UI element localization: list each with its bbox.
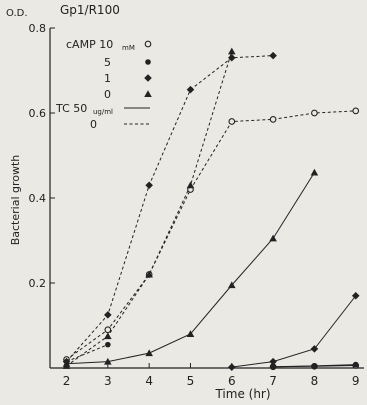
- data-point: [352, 107, 360, 115]
- data-point: [104, 357, 112, 365]
- legend-tc-label: TC 50: [55, 102, 87, 115]
- data-point: [186, 85, 195, 94]
- data-point: [311, 109, 318, 117]
- legend-camp-label: cAMP 10: [66, 38, 113, 51]
- data-point: [310, 345, 319, 353]
- legend: cAMP 10 mM 5 1 0 TC 50 ug/ml 0: [55, 38, 152, 131]
- legend-tc-unit: ug/ml: [93, 108, 113, 116]
- y-tick-label: 0.4: [29, 192, 47, 205]
- legend-marker-open-circle: [144, 40, 152, 48]
- y-tick-label: 0.8: [29, 22, 47, 35]
- y-unit-label: O.D.: [6, 8, 28, 19]
- data-point: [104, 326, 112, 334]
- series-3: [62, 168, 319, 367]
- x-axis-label: Time (hr): [214, 387, 270, 401]
- series-line: [66, 344, 109, 363]
- data-point: [145, 270, 153, 278]
- series-line: [66, 110, 356, 360]
- legend-camp-dose-1: 1: [104, 72, 111, 85]
- series-group: [62, 47, 360, 371]
- data-point: [62, 362, 71, 369]
- y-tick-label: 0.6: [29, 107, 47, 120]
- data-point: [227, 47, 236, 55]
- x-tick-label: 5: [187, 374, 195, 388]
- data-point: [269, 357, 277, 366]
- x-tick-label: 7: [269, 374, 277, 388]
- data-point: [145, 349, 153, 357]
- series-1: [270, 361, 359, 370]
- series-5: [63, 341, 111, 365]
- data-point: [270, 363, 276, 370]
- legend-markers: [124, 40, 152, 125]
- axes: 0.2 0.4 0.6 0.8 2 3 4 5 6 7 8 9: [29, 22, 364, 388]
- legend-camp-dose-0: 0: [104, 88, 111, 101]
- data-point: [62, 357, 71, 366]
- x-tick-label: 8: [311, 374, 319, 388]
- y-axis-label: Bacterial growth: [9, 155, 22, 246]
- data-point: [269, 116, 277, 123]
- data-point: [105, 341, 111, 348]
- data-point: [227, 281, 236, 289]
- series-6: [62, 51, 277, 366]
- data-point: [228, 118, 236, 125]
- series-line: [66, 55, 274, 362]
- data-point: [311, 363, 318, 369]
- x-tick-label: 2: [63, 374, 71, 388]
- legend-camp-unit: mM: [122, 44, 135, 52]
- legend-marker-triangle: [144, 90, 152, 98]
- legend-marker-diamond: [144, 74, 152, 82]
- x-tick-label: 6: [228, 374, 236, 388]
- data-point: [352, 361, 359, 368]
- legend-marker-filled-circle: [145, 59, 151, 65]
- y-tick-label: 0.2: [29, 277, 47, 290]
- data-point: [269, 234, 277, 242]
- series-line: [66, 51, 233, 367]
- series-line: [231, 295, 357, 368]
- data-point: [227, 53, 236, 62]
- series-4: [63, 107, 360, 363]
- data-point: [145, 181, 153, 190]
- series-2: [227, 291, 360, 371]
- data-point: [104, 332, 112, 340]
- data-point: [186, 181, 195, 189]
- legend-tc-dose-0: 0: [90, 118, 97, 131]
- data-point: [186, 330, 195, 338]
- data-point: [227, 363, 236, 371]
- x-tick-label: 9: [352, 374, 360, 388]
- data-point: [351, 291, 360, 300]
- x-tick-label: 3: [104, 374, 112, 388]
- chart-title: Gp1/R100: [60, 3, 120, 17]
- legend-camp-dose-5: 5: [104, 56, 111, 69]
- data-point: [310, 168, 319, 176]
- data-point: [269, 51, 277, 60]
- data-point: [104, 311, 112, 319]
- series-7: [62, 47, 236, 369]
- x-tick-label: 4: [145, 374, 153, 388]
